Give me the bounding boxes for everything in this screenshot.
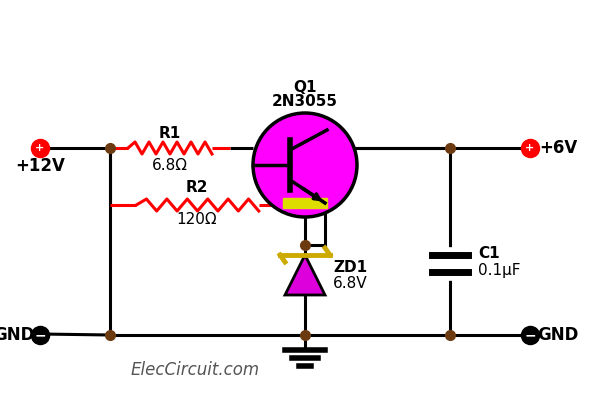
Text: GND: GND	[0, 326, 35, 344]
Text: −: −	[524, 328, 536, 342]
Text: C1: C1	[478, 245, 500, 261]
Text: 120Ω: 120Ω	[176, 213, 217, 228]
Text: GND: GND	[538, 326, 578, 344]
Text: R1: R1	[159, 126, 181, 140]
Text: 6.8Ω: 6.8Ω	[152, 159, 188, 173]
Text: ZD1: ZD1	[333, 259, 367, 275]
Text: ElecCircuit.com: ElecCircuit.com	[130, 361, 260, 379]
Text: +: +	[35, 143, 44, 153]
Circle shape	[253, 113, 357, 217]
Text: +: +	[526, 143, 535, 153]
Text: 6.8V: 6.8V	[333, 275, 368, 290]
Text: 2N3055: 2N3055	[272, 93, 338, 109]
Polygon shape	[285, 255, 325, 295]
Text: +6V: +6V	[539, 139, 577, 157]
Text: R2: R2	[186, 180, 208, 195]
Text: Q1: Q1	[293, 81, 317, 95]
Text: −: −	[34, 328, 46, 342]
Bar	[283, 198, 327, 208]
Text: +12V: +12V	[15, 157, 65, 175]
Text: 0.1μF: 0.1μF	[478, 263, 521, 278]
